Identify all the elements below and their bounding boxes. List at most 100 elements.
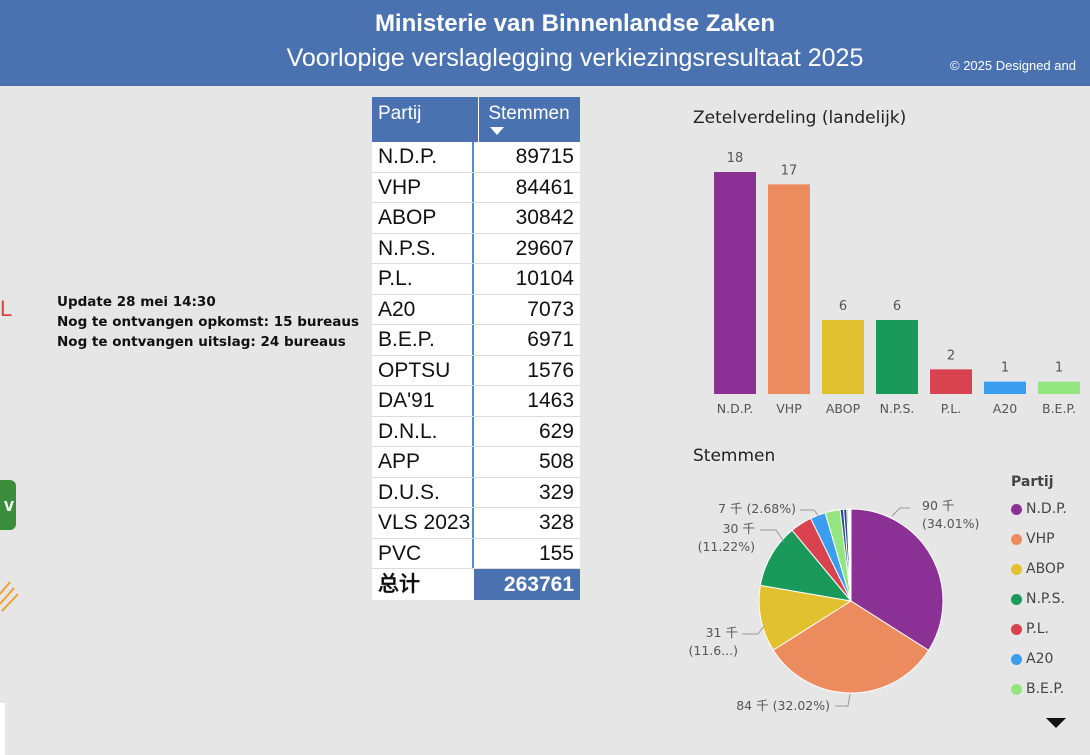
legend-item[interactable]: ABOP <box>1011 554 1067 584</box>
table-row: APP 508 <box>372 447 580 478</box>
table-row: OPTSU 1576 <box>372 355 580 386</box>
pie-data-label: 30 千 <box>723 521 755 536</box>
votes-pie-chart: 90 千 (34.01%) 84 千 (32.02%) 31 千 (11.6...) 30… <box>688 498 979 713</box>
bar <box>984 381 1026 394</box>
legend-label: ABOP <box>1026 561 1065 577</box>
bar-value-label: 6 <box>893 299 901 314</box>
pie-chart-title: Stemmen <box>693 446 776 466</box>
x-tick-label: VHP <box>776 401 802 416</box>
table-row: D.U.S. 329 <box>372 477 580 508</box>
legend-dot-icon <box>1011 533 1022 545</box>
bar <box>876 320 918 394</box>
legend-item[interactable]: N.D.P. <box>1011 494 1067 524</box>
votes-cell: 7073 <box>527 297 574 321</box>
x-tick-label: N.D.P. <box>717 401 754 416</box>
legend-label: P.L. <box>1026 621 1049 637</box>
column-header-votes-label: Stemmen <box>488 103 570 124</box>
legend-label: N.D.P. <box>1026 501 1067 517</box>
party-cell: VLS 2023 <box>372 508 474 538</box>
bar <box>1038 381 1080 394</box>
legend-item[interactable]: P.L. <box>1011 614 1067 644</box>
x-tick-label: B.E.P. <box>1042 401 1076 416</box>
votes-cell: 1576 <box>527 358 574 382</box>
legend-label: N.P.S. <box>1026 591 1065 607</box>
votes-cell: 508 <box>538 450 574 473</box>
legend-item[interactable]: A20 <box>1011 644 1067 674</box>
table-row: VHP 84461 <box>372 172 580 203</box>
votes-cell: 155 <box>538 541 574 565</box>
table-row: ABOP 30842 <box>372 203 580 234</box>
pie-slice <box>772 600 930 694</box>
pie-data-label: (34.01%) <box>922 516 979 531</box>
party-cell: N.D.P. <box>372 142 474 172</box>
legend-dot-icon <box>1011 503 1022 515</box>
party-cell: PVC <box>372 538 474 568</box>
legend-item[interactable]: N.P.S. <box>1011 584 1067 614</box>
pie-data-label: (11.22%) <box>698 539 755 554</box>
party-cell: ABOP <box>372 203 474 233</box>
x-tick-label: A20 <box>993 401 1018 416</box>
party-cell: VHP <box>372 172 474 202</box>
legend-dot-icon <box>1011 593 1022 605</box>
legend-label: B.E.P. <box>1026 681 1065 697</box>
table-row: DA'91 1463 <box>372 386 580 417</box>
table-header: Partij Stemmen <box>372 97 580 142</box>
table-total-row: 总计 263761 <box>372 569 580 600</box>
votes-cell: 84461 <box>515 175 574 199</box>
left-white-panel <box>0 703 5 755</box>
column-header-party[interactable]: Partij <box>372 97 479 142</box>
column-header-votes[interactable]: Stemmen <box>479 97 579 142</box>
legend-dot-icon <box>1011 683 1022 695</box>
pie-data-label: 90 千 <box>922 498 954 513</box>
bar-value-label: 1 <box>1001 361 1009 376</box>
pie-legend: Partij N.D.P. VHP ABOP N.P.S. P.L. A20 B.E.P. <box>1011 474 1067 704</box>
copyright-text: © 2025 Designed and <box>950 58 1076 73</box>
legend-dot-icon <box>1011 623 1022 635</box>
legend-dot-icon <box>1011 653 1022 665</box>
page-subtitle: Voorlopige verslaglegging verkiezingsres… <box>286 44 864 72</box>
votes-table: Partij Stemmen N.D.P. 89715 VHP 84461 ABOP 30… <box>372 97 580 600</box>
votes-cell: 10104 <box>515 267 574 290</box>
bar <box>768 184 810 394</box>
legend-dot-icon <box>1011 563 1022 575</box>
table-row: D.N.L. 629 <box>372 416 580 447</box>
table-row: P.L. 10104 <box>372 264 580 295</box>
legend-item[interactable]: B.E.P. <box>1011 674 1067 704</box>
pie-data-label: 31 千 <box>706 625 738 640</box>
bar-value-label: 1 <box>1055 361 1063 376</box>
party-cell: APP <box>372 447 474 477</box>
leader-line <box>891 507 910 517</box>
scroll-down-icon[interactable] <box>1046 718 1066 728</box>
left-edge-letter: L <box>0 296 13 321</box>
pie-data-label: (11.6...) <box>688 643 738 658</box>
table-row: VLS 2023 328 <box>372 508 580 539</box>
pie-data-label: 7 千 (2.68%) <box>718 501 796 516</box>
bar-value-label: 17 <box>781 163 798 178</box>
sort-desc-icon <box>490 127 504 135</box>
pie-slice <box>758 584 853 651</box>
party-cell: DA'91 <box>372 386 474 416</box>
votes-cell: 629 <box>538 419 574 443</box>
legend-item[interactable]: VHP <box>1011 524 1067 554</box>
leader-line <box>742 625 765 635</box>
left-green-button[interactable]: v <box>0 480 16 530</box>
bar <box>714 172 756 394</box>
table-row: N.D.P. 89715 <box>372 142 580 173</box>
bar-value-label: 18 <box>727 151 744 166</box>
leader-line <box>760 529 785 543</box>
votes-cell: 1463 <box>527 389 574 412</box>
votes-cell: 329 <box>538 480 574 504</box>
legend-title: Partij <box>1011 474 1054 490</box>
page-title: Ministerie van Binnenlandse Zaken <box>374 10 776 37</box>
table-row: N.P.S. 29607 <box>372 233 580 264</box>
party-cell: P.L. <box>372 264 474 294</box>
leader-line <box>800 509 821 519</box>
pie-slice <box>850 508 944 652</box>
x-tick-label: P.L. <box>941 401 962 416</box>
x-tick-label: N.P.S. <box>880 401 915 416</box>
legend-label: VHP <box>1026 531 1055 547</box>
legend-items: N.D.P. VHP ABOP N.P.S. P.L. A20 B.E.P. <box>1011 494 1067 704</box>
bar-value-label: 2 <box>947 348 955 363</box>
bar <box>822 320 864 394</box>
party-cell: OPTSU <box>372 355 474 385</box>
